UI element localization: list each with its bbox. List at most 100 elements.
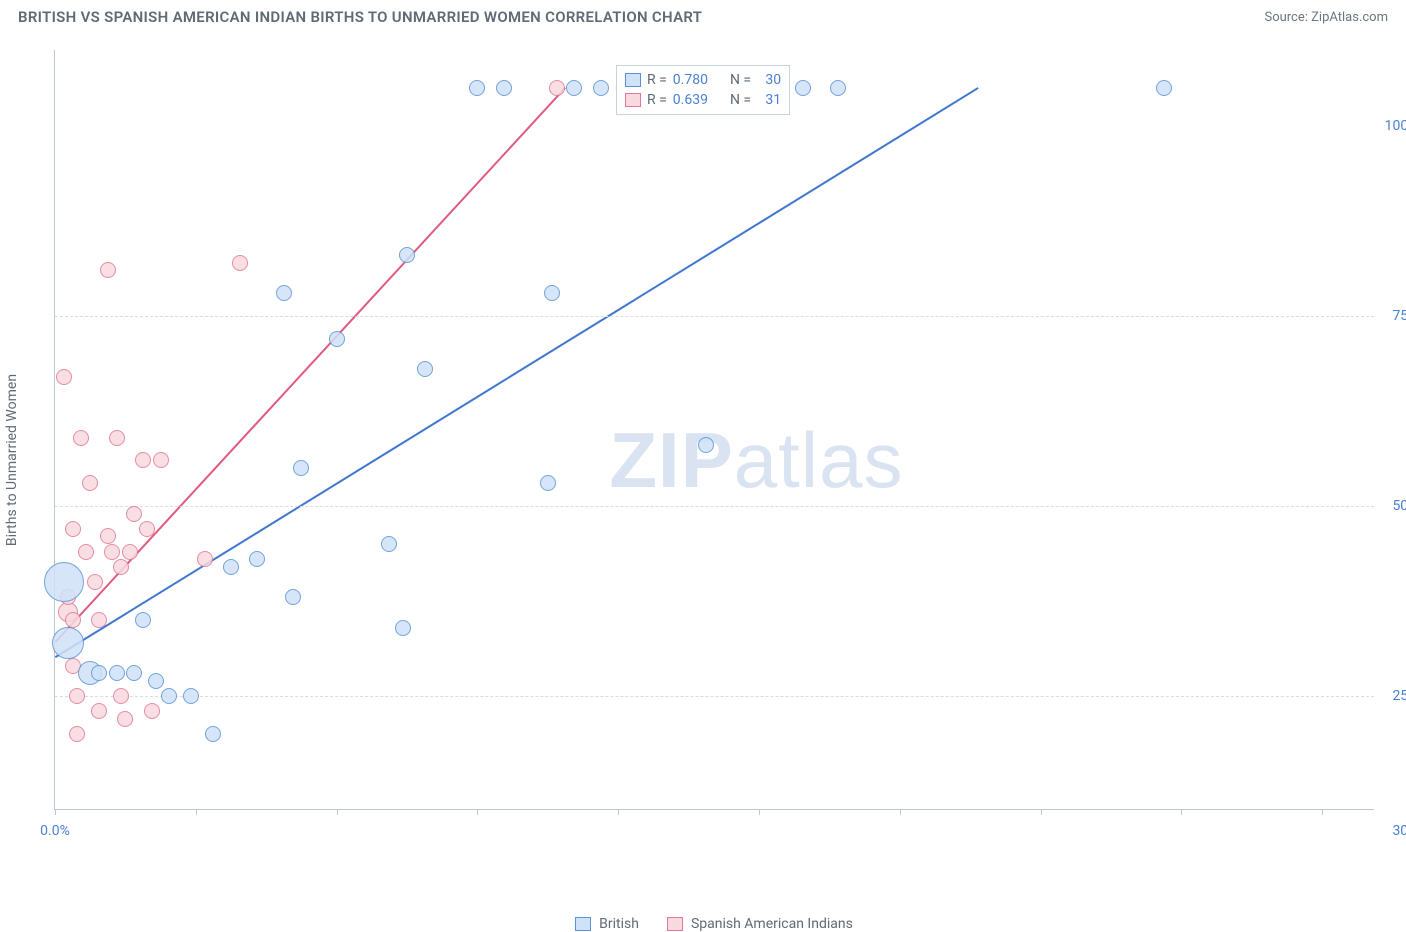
- legend-label: British: [599, 916, 639, 932]
- gridline: [55, 506, 1374, 507]
- legend-label: Spanish American Indians: [691, 916, 853, 932]
- data-point-spanish: [144, 703, 160, 719]
- data-point-spanish: [82, 475, 98, 491]
- x-tick-label: 30.0%: [1392, 823, 1406, 839]
- legend-r-value: 0.780: [673, 70, 708, 90]
- data-point-british: [223, 559, 239, 575]
- data-point-british: [109, 665, 125, 681]
- data-point-spanish: [69, 688, 85, 704]
- legend-r-value: 0.639: [673, 90, 708, 110]
- y-axis-label: Births to Unmarried Women: [4, 374, 20, 546]
- x-tick: [759, 809, 760, 815]
- data-point-british: [417, 361, 433, 377]
- data-point-spanish: [65, 612, 81, 628]
- data-point-spanish: [153, 452, 169, 468]
- gridline: [55, 696, 1374, 697]
- trend-line-british: [55, 88, 978, 657]
- data-point-british: [469, 80, 485, 96]
- data-point-british: [399, 247, 415, 263]
- data-point-spanish: [126, 506, 142, 522]
- data-point-british: [381, 536, 397, 552]
- legend-item-british: British: [575, 916, 639, 932]
- y-tick-label: 50.0%: [1392, 498, 1406, 514]
- legend-row-spanish: R =0.639N =31: [625, 90, 781, 110]
- data-point-british: [126, 665, 142, 681]
- x-tick: [1322, 809, 1323, 815]
- data-point-british: [329, 331, 345, 347]
- x-tick: [1181, 809, 1182, 815]
- data-point-british: [540, 475, 556, 491]
- data-point-british: [698, 437, 714, 453]
- data-point-british: [249, 551, 265, 567]
- plot-area: 25.0%50.0%75.0%100.0%0.0%30.0%ZIPatlasR …: [54, 50, 1374, 810]
- data-point-british: [161, 688, 177, 704]
- data-point-british: [593, 80, 609, 96]
- correlation-legend: R = 0.780 N = 30R = 0.639 N = 31: [616, 65, 790, 115]
- legend-n-label: N =: [730, 70, 751, 90]
- data-point-spanish: [91, 703, 107, 719]
- chart-container: Births to Unmarried Women 25.0%50.0%75.0…: [18, 40, 1388, 880]
- data-point-spanish: [100, 262, 116, 278]
- y-tick-label: 100.0%: [1385, 118, 1406, 134]
- legend-swatch: [625, 93, 641, 107]
- legend-r-label: R =: [647, 90, 667, 110]
- data-point-british: [276, 285, 292, 301]
- data-point-british: [566, 80, 582, 96]
- chart-title: BRITISH VS SPANISH AMERICAN INDIAN BIRTH…: [18, 8, 702, 26]
- gridline: [55, 316, 1374, 317]
- data-point-british: [830, 80, 846, 96]
- x-tick: [196, 809, 197, 815]
- data-point-spanish: [117, 711, 133, 727]
- data-point-spanish: [100, 528, 116, 544]
- legend-item-spanish: Spanish American Indians: [667, 916, 853, 932]
- x-tick: [618, 809, 619, 815]
- data-point-british: [91, 665, 107, 681]
- x-tick: [1041, 809, 1042, 815]
- y-tick-label: 75.0%: [1392, 308, 1406, 324]
- x-tick: [337, 809, 338, 815]
- legend-bottom: British Spanish American Indians: [54, 916, 1374, 932]
- data-point-british: [395, 620, 411, 636]
- data-point-spanish: [56, 369, 72, 385]
- data-point-british: [148, 673, 164, 689]
- data-point-british: [52, 627, 84, 659]
- source-label: Source: ZipAtlas.com: [1264, 10, 1388, 25]
- legend-n-value: 30: [757, 70, 781, 90]
- data-point-spanish: [135, 452, 151, 468]
- data-point-spanish: [113, 559, 129, 575]
- data-point-spanish: [113, 688, 129, 704]
- data-point-spanish: [549, 80, 565, 96]
- data-point-spanish: [104, 544, 120, 560]
- data-point-british: [293, 460, 309, 476]
- data-point-british: [205, 726, 221, 742]
- data-point-spanish: [122, 544, 138, 560]
- x-tick: [55, 809, 56, 815]
- legend-swatch: [667, 917, 683, 931]
- x-tick: [900, 809, 901, 815]
- data-point-british: [285, 589, 301, 605]
- legend-swatch: [575, 917, 591, 931]
- legend-row-british: R = 0.780 N = 30: [625, 70, 781, 90]
- data-point-spanish: [78, 544, 94, 560]
- data-point-british: [496, 80, 512, 96]
- data-point-spanish: [109, 430, 125, 446]
- legend-r-label: R =: [647, 70, 667, 90]
- data-point-spanish: [73, 430, 89, 446]
- data-point-spanish: [65, 521, 81, 537]
- y-tick-label: 25.0%: [1392, 688, 1406, 704]
- data-point-spanish: [232, 255, 248, 271]
- data-point-british: [44, 562, 84, 602]
- data-point-spanish: [69, 726, 85, 742]
- data-point-british: [135, 612, 151, 628]
- data-point-spanish: [197, 551, 213, 567]
- data-point-spanish: [87, 574, 103, 590]
- legend-swatch: [625, 73, 641, 87]
- data-point-british: [544, 285, 560, 301]
- x-tick: [477, 809, 478, 815]
- data-point-spanish: [91, 612, 107, 628]
- data-point-british: [795, 80, 811, 96]
- data-point-spanish: [139, 521, 155, 537]
- data-point-british: [1156, 80, 1172, 96]
- watermark: ZIPatlas: [609, 415, 903, 506]
- legend-n-value: 31: [757, 90, 781, 110]
